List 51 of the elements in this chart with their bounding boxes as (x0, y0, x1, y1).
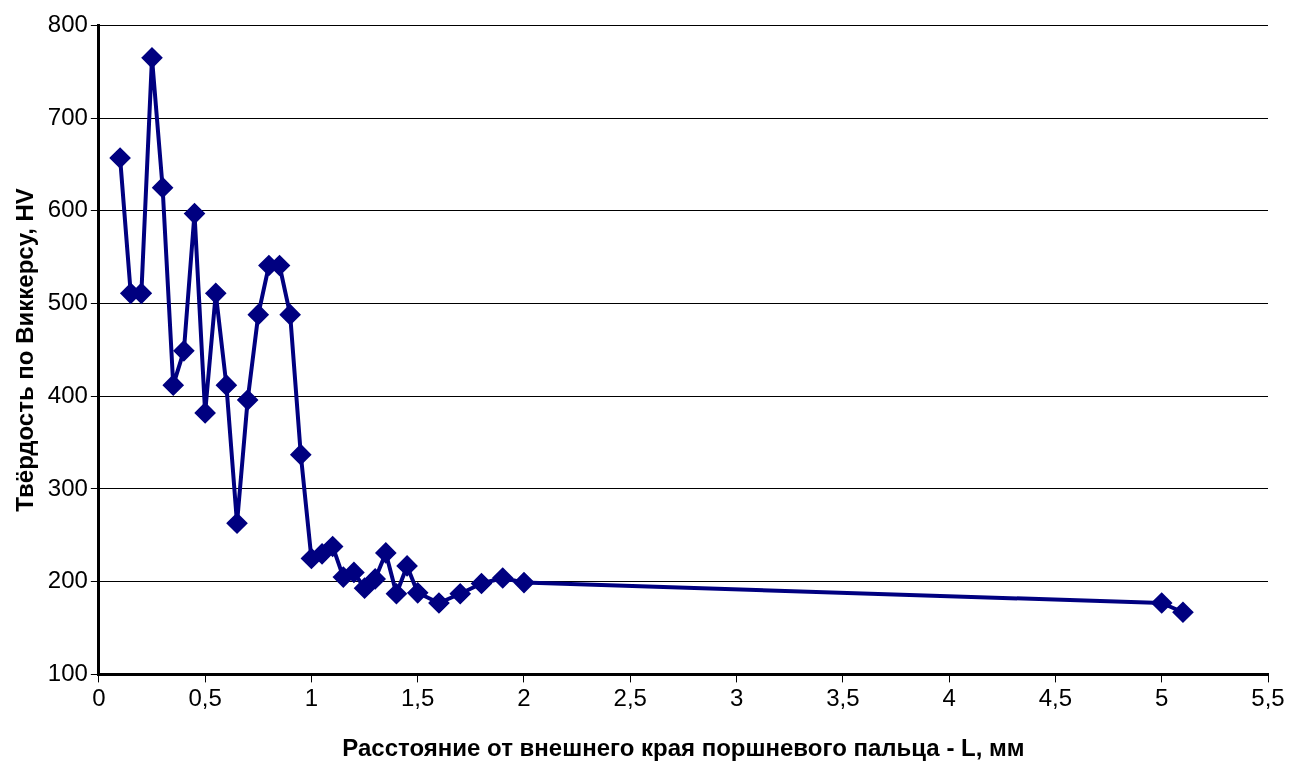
y-tick-label: 100 (47, 659, 88, 687)
point (173, 340, 194, 361)
point (237, 389, 258, 410)
point (152, 177, 173, 198)
y-tick-label: 300 (47, 473, 88, 501)
point (184, 203, 205, 224)
x-tick-label: 3,5 (826, 684, 860, 712)
point (407, 582, 428, 603)
point (205, 283, 226, 304)
point (386, 583, 407, 604)
point (343, 562, 364, 583)
x-tick-label: 1,5 (401, 684, 435, 712)
point (227, 513, 248, 534)
point (450, 583, 471, 604)
x-tick-label: 5 (1155, 684, 1169, 712)
point (195, 402, 216, 423)
point (110, 147, 131, 168)
y-tick-label: 200 (47, 566, 88, 594)
y-tick-label: 500 (47, 288, 88, 316)
point (492, 567, 513, 588)
y-tick-label: 600 (47, 195, 88, 223)
point (513, 572, 534, 593)
y-tick-label: 700 (47, 102, 88, 130)
point (1151, 593, 1172, 614)
x-tick-label: 0,5 (188, 684, 222, 712)
x-tick-label: 2,5 (613, 684, 647, 712)
x-tick-label: 5,5 (1251, 684, 1285, 712)
y-axis-title: Твёрдость по Виккерсу, HV (11, 188, 39, 512)
point (354, 578, 375, 599)
point (1172, 602, 1193, 623)
point (216, 375, 237, 396)
x-tick-label: 4,5 (1038, 684, 1073, 712)
y-tick-label: 400 (47, 380, 88, 408)
point (471, 573, 492, 594)
point (280, 304, 301, 325)
x-tick-label: 3 (729, 684, 744, 712)
point (163, 375, 184, 396)
x-tick-label: 1 (304, 684, 319, 712)
point (322, 536, 343, 557)
point (397, 555, 418, 576)
point (375, 542, 396, 563)
x-tick-label: 4 (942, 684, 956, 712)
point (428, 593, 449, 614)
point (141, 47, 162, 68)
y-tick-label: 800 (47, 10, 88, 38)
x-tick-label: 0 (92, 684, 106, 712)
point (248, 304, 269, 325)
point (290, 444, 311, 465)
x-tick-label: 2 (517, 684, 531, 712)
x-axis-title: Расстояние от внешнего края поршневого пальца - L, мм (342, 734, 1025, 762)
point (365, 568, 386, 589)
